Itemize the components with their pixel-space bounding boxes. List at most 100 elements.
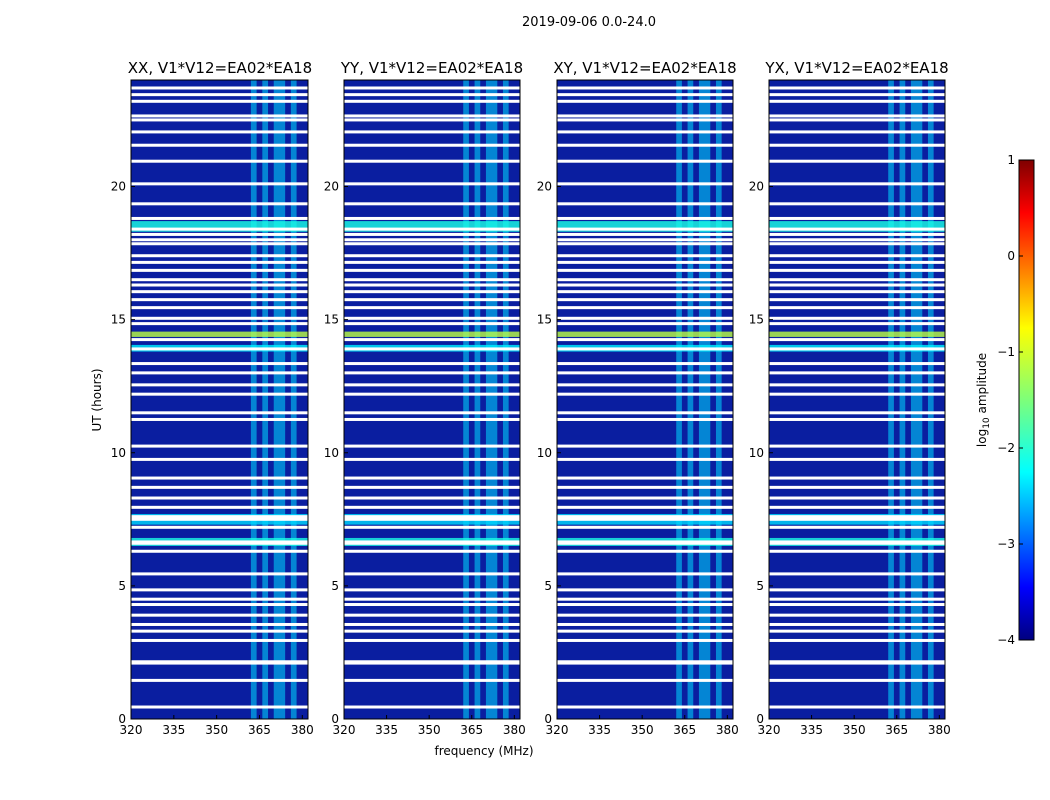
flagged-row — [557, 130, 733, 134]
flagged-row — [344, 278, 520, 282]
rfi-column — [273, 80, 286, 719]
flagged-row — [769, 444, 945, 448]
flagged-row — [769, 496, 945, 500]
y-tick-label: 10 — [749, 446, 764, 460]
x-tick-label: 335 — [800, 723, 823, 737]
flagged-row — [557, 114, 733, 118]
flagged-row — [769, 322, 945, 326]
flagged-row — [769, 242, 945, 246]
colorbar-tick-label: −4 — [997, 633, 1015, 647]
flagged-row — [131, 678, 308, 682]
flagged-row — [344, 182, 520, 186]
flagged-row — [769, 232, 945, 236]
flagged-row — [131, 202, 308, 206]
rfi-column — [888, 80, 894, 719]
flagged-row — [344, 622, 520, 626]
flagged-row — [557, 505, 733, 509]
flagged-row — [557, 613, 733, 617]
flagged-row — [769, 505, 945, 509]
flagged-row — [557, 515, 733, 519]
flagged-row — [131, 476, 308, 480]
flagged-row — [344, 362, 520, 366]
flagged-row — [344, 371, 520, 375]
rfi-column — [463, 80, 469, 719]
flagged-row — [769, 143, 945, 147]
flagged-row — [769, 417, 945, 421]
heatmap-overlay-yy — [344, 80, 520, 719]
flagged-row — [344, 638, 520, 642]
flagged-row — [557, 525, 733, 529]
flagged-row — [344, 143, 520, 147]
flagged-row — [557, 383, 733, 387]
flagged-row — [769, 227, 945, 231]
bright-band — [131, 221, 308, 232]
flagged-row — [557, 143, 733, 147]
flagged-row — [769, 457, 945, 461]
flagged-row — [344, 588, 520, 592]
flagged-row — [557, 278, 733, 282]
flagged-row — [344, 629, 520, 633]
flagged-row — [344, 476, 520, 480]
flagged-row — [344, 515, 520, 519]
flagged-row — [557, 238, 733, 242]
x-tick-label: 365 — [248, 723, 271, 737]
flagged-row — [769, 316, 945, 320]
flagged-row — [769, 306, 945, 310]
x-tick-label: 365 — [460, 723, 483, 737]
colorbar-label: log10 amplitude — [975, 353, 992, 447]
flagged-row — [131, 417, 308, 421]
flagged-row — [557, 392, 733, 396]
y-tick-label: 15 — [749, 313, 764, 327]
flagged-row — [769, 476, 945, 480]
y-tick-label: 10 — [324, 446, 339, 460]
bright-band — [557, 331, 733, 337]
flagged-row — [557, 660, 733, 664]
x-tick-label: 365 — [885, 723, 908, 737]
flagged-row — [769, 93, 945, 97]
flagged-row — [344, 347, 520, 351]
panel-xy: XY, V1*V12=EA02*EA18 — [553, 59, 737, 720]
flagged-row — [344, 572, 520, 576]
rfi-column — [262, 80, 269, 719]
rfi-column — [485, 80, 498, 719]
flagged-row — [557, 417, 733, 421]
flagged-row — [344, 678, 520, 682]
flagged-row — [557, 298, 733, 302]
flagged-row — [769, 392, 945, 396]
flagged-row — [769, 118, 945, 122]
flagged-row — [131, 597, 308, 601]
flagged-row — [344, 383, 520, 387]
flagged-row — [557, 182, 733, 186]
flagged-row — [344, 322, 520, 326]
flagged-row — [769, 383, 945, 387]
heatmap-overlay-yx — [769, 80, 945, 719]
bright-band — [769, 331, 945, 337]
flagged-row — [344, 268, 520, 272]
flagged-row — [344, 505, 520, 509]
flagged-row — [557, 549, 733, 553]
flagged-row — [344, 603, 520, 607]
flagged-row — [344, 597, 520, 601]
flagged-row — [131, 496, 308, 500]
rfi-column — [698, 80, 711, 719]
flagged-row — [131, 118, 308, 122]
heatmap-overlay-xx — [131, 80, 308, 719]
flagged-row — [769, 572, 945, 576]
flagged-row — [557, 540, 733, 544]
y-tick-label: 5 — [118, 579, 126, 593]
flagged-row — [557, 678, 733, 682]
flagged-row — [131, 362, 308, 366]
flagged-row — [131, 99, 308, 103]
flagged-row — [769, 338, 945, 342]
flagged-row — [769, 515, 945, 519]
flagged-row — [769, 159, 945, 163]
panel-frame-yy — [343, 79, 521, 720]
y-tick-label: 20 — [749, 180, 764, 194]
flagged-row — [557, 306, 733, 310]
y-tick-label: 15 — [324, 313, 339, 327]
panel-frame-xy — [556, 79, 734, 720]
bright-band — [769, 221, 945, 232]
flagged-row — [557, 322, 733, 326]
y-tick-label: 5 — [756, 579, 764, 593]
